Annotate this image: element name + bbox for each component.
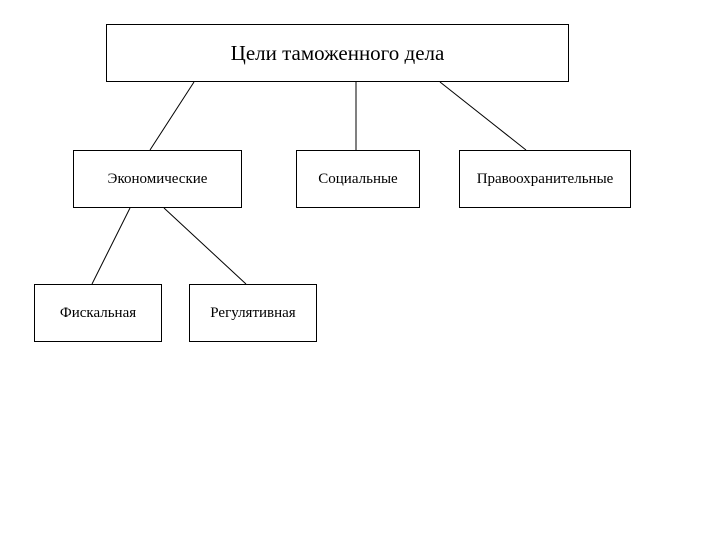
node-social: Социальные: [296, 150, 420, 208]
node-root: Цели таможенного дела: [106, 24, 569, 82]
node-regul: Регулятивная: [189, 284, 317, 342]
node-root-label: Цели таможенного дела: [231, 41, 445, 66]
node-regul-label: Регулятивная: [210, 305, 295, 322]
node-econ-label: Экономические: [108, 171, 208, 188]
node-law: Правоохранительные: [459, 150, 631, 208]
node-law-label: Правоохранительные: [477, 171, 614, 188]
node-fiscal-label: Фискальная: [60, 305, 136, 322]
node-fiscal: Фискальная: [34, 284, 162, 342]
node-social-label: Социальные: [318, 171, 397, 188]
node-econ: Экономические: [73, 150, 242, 208]
